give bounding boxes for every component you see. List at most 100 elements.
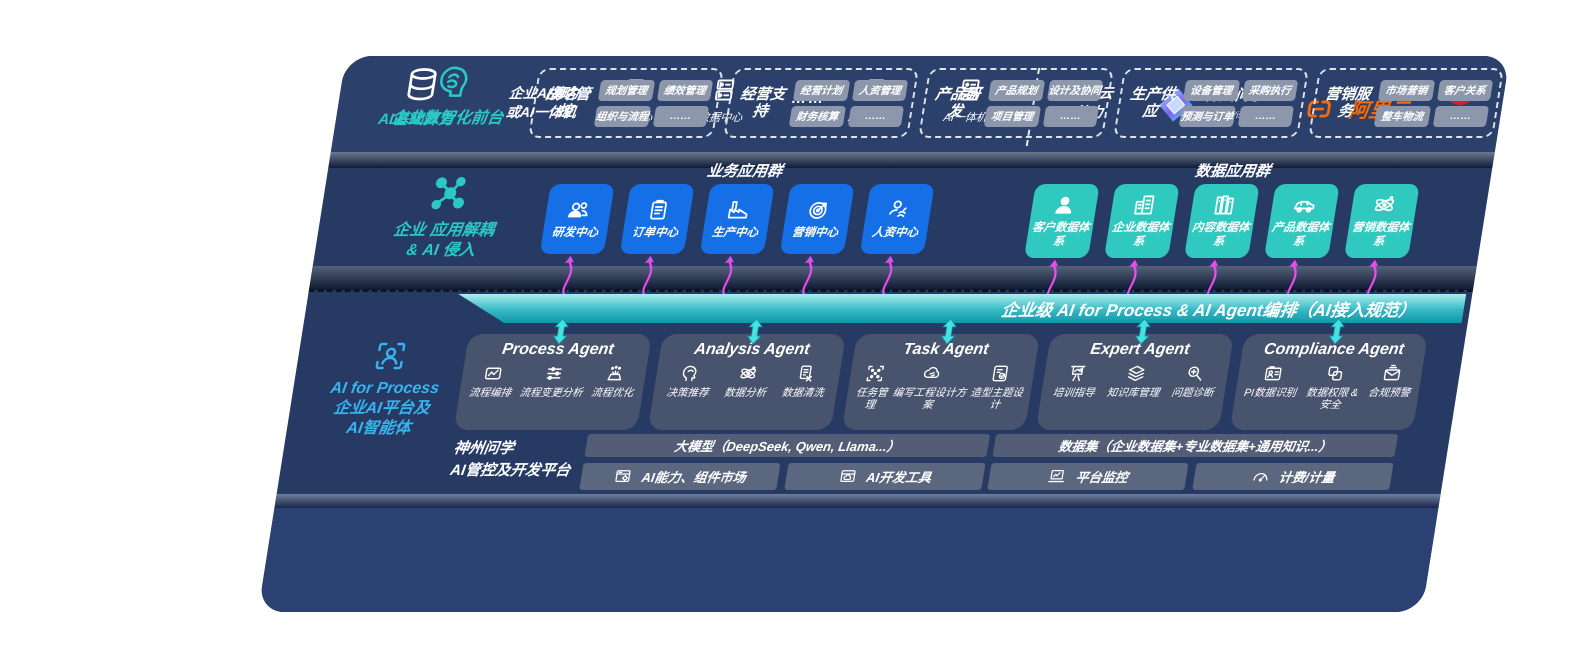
factory-icon	[724, 197, 754, 223]
billing-chip: 计费/计量	[1192, 463, 1394, 490]
chip: ……	[652, 105, 710, 127]
ai-capability-chip: AI能力、组件市场	[579, 463, 781, 490]
group-label: 营销服务	[1324, 85, 1372, 120]
cyan-double-arrow	[1326, 318, 1347, 345]
clipboard-icon	[644, 197, 674, 223]
group-label: 产品研发	[934, 85, 982, 120]
tile-marketing-data: 营销数据体系	[1344, 184, 1420, 302]
orchestration-bar-label: 企业级 AI for Process & AI Agent编排（AI接入规范）	[999, 301, 1418, 320]
magenta-arrow	[715, 254, 742, 298]
tile-production-center: 生产中心	[699, 184, 775, 298]
business-tiles: 研发中心 订单中心 生产中心 营销中心 人资中心	[539, 184, 935, 298]
cyan-double-arrow	[938, 318, 959, 345]
front-group: 生产供应 设备管理 采购执行 预测与订单……	[1113, 68, 1310, 138]
decide-icon	[678, 363, 702, 384]
server-icon	[708, 76, 740, 104]
front-group: 产品研发 产品规划 设计及协同 项目管理……	[918, 68, 1115, 138]
permission-icon	[1323, 363, 1347, 384]
flow-icon	[481, 363, 505, 384]
front-group: 营销服务 市场营销 客户关系 整车物流……	[1308, 68, 1505, 138]
chip: ……	[847, 105, 905, 127]
model-bar: 大模型（DeepSeek, Qwen, Llama...）	[584, 434, 991, 457]
layer-separator	[274, 494, 1441, 508]
data-group-title: 数据应用群	[1193, 163, 1272, 180]
magenta-arrow	[635, 254, 662, 298]
chip: 预测与订单	[1178, 105, 1236, 127]
chip: 整车物流	[1373, 105, 1431, 127]
model-group: 大模型（DeepSeek, Qwen, Llama...） AI能力、组件市场 …	[579, 434, 991, 490]
platform-monitor-chip: 平台监控	[987, 463, 1189, 490]
id-card-icon	[1261, 363, 1285, 384]
business-group-title: 业务应用群	[705, 163, 784, 180]
agent-layer-rail: AI for Process 企业AI平台及 AI智能体	[299, 338, 470, 439]
atom-icon	[736, 363, 760, 384]
server-icon	[953, 76, 985, 104]
chip: 组织与流程	[593, 105, 651, 127]
front-group: 经营支持 经营计划 人资管理 财务核算……	[723, 68, 920, 138]
molecule-icon	[424, 174, 475, 216]
training-icon	[1065, 363, 1089, 384]
team-icon	[564, 197, 594, 223]
cyan-double-arrow	[1132, 318, 1153, 345]
front-groups: 战略管控 规划管理 绩效管理 组织与流程…… 经营支持 经营计划 人资管理 财务核算………	[528, 68, 1505, 138]
chip: 人资管理	[851, 79, 909, 101]
cloud-edit-icon	[920, 363, 944, 384]
tile-hr-center: 人资中心	[859, 184, 935, 298]
chip: 产品规划	[987, 79, 1045, 101]
atom-icon	[1369, 192, 1399, 218]
chip: 规划管理	[597, 79, 655, 101]
magenta-arrow	[875, 254, 902, 298]
task-icon	[863, 363, 887, 384]
app-layer-rail: 企业 应用解耦 & AI 侵入	[352, 174, 541, 261]
tile-marketing-center: 营销中心	[779, 184, 855, 298]
ai-devtools-chip: AI开发工具	[784, 463, 986, 490]
group-label: 战略管控	[544, 85, 592, 120]
chip: 绩效管理	[656, 79, 714, 101]
cyan-double-arrow	[744, 318, 765, 345]
tile-rd-center: 研发中心	[539, 184, 615, 298]
cyan-double-arrow	[550, 318, 571, 345]
hr-icon	[884, 197, 914, 223]
optimize-icon	[603, 363, 627, 384]
app-layer-label: 企业 应用解耦 & AI 侵入	[392, 222, 496, 259]
task-agent-card: Task Agent 任务管理 编写工程设计方案 造型主题设计	[841, 334, 1040, 430]
chip: 客户关系	[1436, 79, 1494, 101]
aliyun-bracket-icon	[1296, 96, 1342, 122]
car-icon	[1289, 192, 1319, 218]
chip: 市场营销	[1377, 79, 1435, 101]
aliyun-logo: 阿里云	[1296, 94, 1412, 123]
tile-customer-data: 客户数据体系	[1024, 184, 1100, 302]
target-icon	[804, 197, 834, 223]
chip: ……	[1432, 105, 1490, 127]
chip: ……	[1042, 105, 1100, 127]
front-group: 战略管控 规划管理 绩效管理 组织与流程……	[528, 68, 725, 138]
sliders-icon	[542, 363, 566, 384]
chip: ……	[1237, 105, 1295, 127]
magenta-arrow	[795, 254, 822, 298]
database-icon	[398, 64, 445, 106]
books-icon	[1209, 192, 1239, 218]
analysis-agent-card: Analysis Agent 决策推荐 数据分析 数据清洗	[647, 334, 846, 430]
building-icon	[1129, 192, 1159, 218]
gauge-icon	[1250, 467, 1272, 486]
chip: 采购执行	[1241, 79, 1299, 101]
tile-content-data: 内容数据体系	[1184, 184, 1260, 302]
chip: 项目管理	[983, 105, 1041, 127]
datacenter-node: 数据中心	[697, 76, 749, 125]
diagnose-icon	[1183, 363, 1207, 384]
group-label: 生产供应	[1129, 85, 1177, 120]
tile-product-data: 产品数据体系	[1264, 184, 1340, 302]
front-layer-rail: 企业数智化前台	[360, 62, 541, 129]
scan-person-icon	[369, 338, 411, 374]
agent-layer-label: AI for Process 企业AI平台及 AI智能体	[329, 380, 441, 437]
data-tiles: 客户数据体系 企业数据体系 内容数据体系 产品数据体系 营销数据体系	[1024, 184, 1420, 302]
tile-order-center: 订单中心	[619, 184, 695, 298]
group-label: 经营支持	[739, 85, 787, 120]
window-cloud-icon	[837, 467, 859, 486]
chip: 财务核算	[788, 105, 846, 127]
compliance-agent-card: Compliance Agent PI数据识别 数据权限 & 安全 合规预警	[1229, 334, 1428, 430]
person-icon	[1049, 192, 1079, 218]
dataset-bar: 数据集（企业数据集+专业数据集+通用知识...）	[992, 434, 1399, 457]
orchestration-bar: 企业级 AI for Process & AI Agent编排（AI接入规范）	[454, 294, 1467, 323]
